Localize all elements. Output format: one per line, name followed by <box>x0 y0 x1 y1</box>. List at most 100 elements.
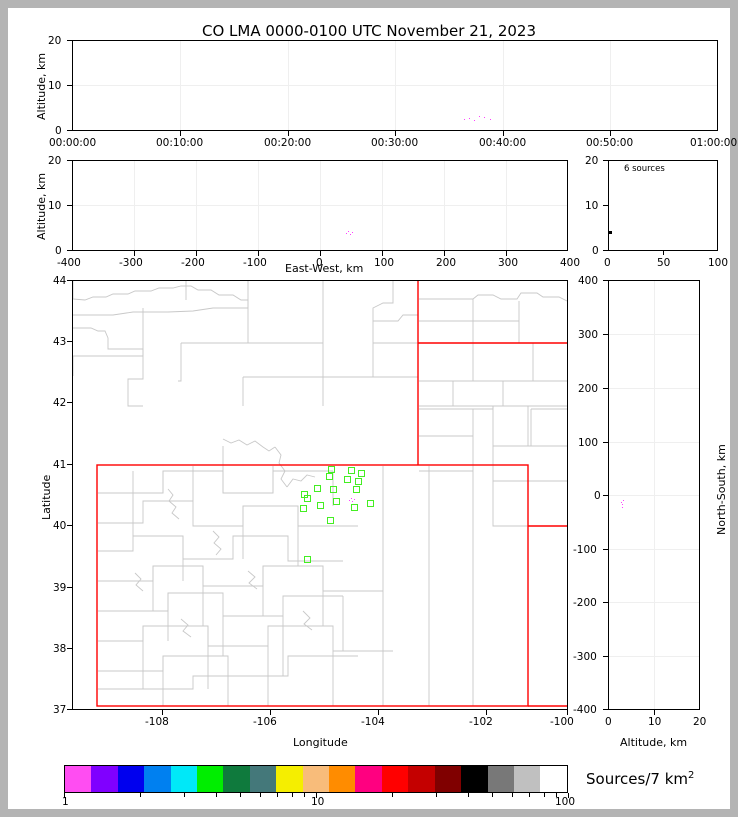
tick-label: 0 <box>55 125 62 137</box>
tick-label: 0 <box>594 490 601 502</box>
colorbar-segment <box>487 766 514 792</box>
tick-label: 400 <box>578 275 599 287</box>
colorbar-segment <box>381 766 409 792</box>
colorbar-minor-tick <box>556 793 558 797</box>
tick-label: 10 <box>585 200 599 212</box>
source-point <box>622 504 624 506</box>
station-marker <box>301 491 308 498</box>
colorbar-major-tick <box>568 793 569 798</box>
colorbar-segment <box>355 766 382 792</box>
source-point <box>469 118 471 120</box>
colorbar-major-tick <box>64 793 65 798</box>
tick-label: 40 <box>53 520 67 532</box>
station-marker <box>330 486 337 493</box>
tick-label: 00:20:00 <box>264 137 312 149</box>
colorbar-minor-tick <box>528 793 530 797</box>
colorbar-label-text: Sources/7 km <box>586 770 688 788</box>
colorbar-minor-tick <box>467 793 469 797</box>
station-marker <box>326 473 333 480</box>
colorbar-segment <box>65 766 92 792</box>
axis-label-altitude: Altitude, km <box>620 736 688 749</box>
source-point <box>479 116 481 118</box>
sources-density-colorbar[interactable] <box>64 765 568 793</box>
colorbar-segment <box>434 766 462 792</box>
source-count-annotation: 6 sources <box>624 164 665 174</box>
station-marker <box>358 470 365 477</box>
tick-label: 20 <box>48 155 62 167</box>
tick-label: -300 <box>119 257 143 269</box>
source-point <box>621 502 623 504</box>
tick-label: 37 <box>53 704 67 716</box>
station-marker <box>353 486 360 493</box>
colorbar-label: Sources/7 km2 <box>586 771 694 787</box>
colorbar-segment <box>329 766 356 792</box>
tick-label: 20 <box>585 155 599 167</box>
tick-label: -102 <box>469 716 493 728</box>
tick-label: 42 <box>53 397 67 409</box>
colorbar-segment <box>513 766 541 792</box>
tick-label: -108 <box>145 716 169 728</box>
colorbar-segment <box>276 766 303 792</box>
colorbar-segment <box>461 766 488 792</box>
tick-label: 0 <box>605 716 612 728</box>
tick-label: 0 <box>55 245 62 257</box>
axis-label-altitude: Altitude, km <box>35 52 48 120</box>
map-geography <box>73 281 567 707</box>
source-point <box>490 119 492 121</box>
colorbar-major-tick <box>316 793 317 798</box>
source-point <box>354 499 356 501</box>
colorbar-segment <box>170 766 198 792</box>
tick-label: -300 <box>573 651 597 663</box>
colorbar-minor-tick <box>276 793 278 797</box>
source-point <box>346 233 348 235</box>
tick-label: 400 <box>560 257 581 269</box>
altitude-histogram-panel[interactable] <box>608 160 718 251</box>
colorbar-segment <box>223 766 250 792</box>
source-point <box>352 232 354 234</box>
tick-label: -104 <box>361 716 385 728</box>
axis-label-latitude: Latitude <box>40 474 53 520</box>
source-point <box>348 231 350 233</box>
colorbar-minor-tick <box>260 793 262 797</box>
axis-label-altitude: Altitude, km <box>35 172 48 240</box>
tick-label: 10 <box>648 716 662 728</box>
plan-view-map-panel[interactable] <box>72 280 568 710</box>
colorbar-label-superscript: 2 <box>688 770 695 781</box>
tick-label: 10 <box>48 80 62 92</box>
tick-label: 1 <box>62 796 69 808</box>
station-marker <box>300 505 307 512</box>
colorbar-minor-tick <box>291 793 293 797</box>
station-marker <box>314 485 321 492</box>
colorbar-segment <box>117 766 145 792</box>
tick-label: 100 <box>374 257 395 269</box>
tick-label: 100 <box>555 796 576 808</box>
colorbar-minor-tick <box>512 793 514 797</box>
colorbar-segment <box>408 766 435 792</box>
tick-label: 20 <box>693 716 707 728</box>
colorbar-minor-tick <box>543 793 545 797</box>
source-point <box>349 500 351 502</box>
page-title: CO LMA 0000-0100 UTC November 21, 2023 <box>201 22 536 40</box>
colorbar-minor-tick <box>391 793 393 797</box>
station-marker <box>344 476 351 483</box>
tick-label: 00:10:00 <box>156 137 204 149</box>
source-point <box>474 120 476 122</box>
tick-label: 50 <box>657 257 671 269</box>
station-marker <box>317 502 324 509</box>
tick-label: 0 <box>604 257 611 269</box>
colorbar-segment <box>91 766 118 792</box>
tick-label: 100 <box>708 257 729 269</box>
colorbar-segment <box>540 766 567 792</box>
source-point <box>622 507 624 509</box>
colorbar-segment <box>197 766 224 792</box>
station-marker <box>367 500 374 507</box>
station-marker <box>328 466 335 473</box>
tick-label: 20 <box>48 35 62 47</box>
tick-label: -200 <box>573 597 597 609</box>
source-point <box>352 501 354 503</box>
tick-label: 100 <box>578 437 599 449</box>
tick-label: 00:00:00 <box>49 137 97 149</box>
tick-label: 00:30:00 <box>371 137 419 149</box>
station-marker <box>333 498 340 505</box>
histogram-bar <box>609 231 612 234</box>
